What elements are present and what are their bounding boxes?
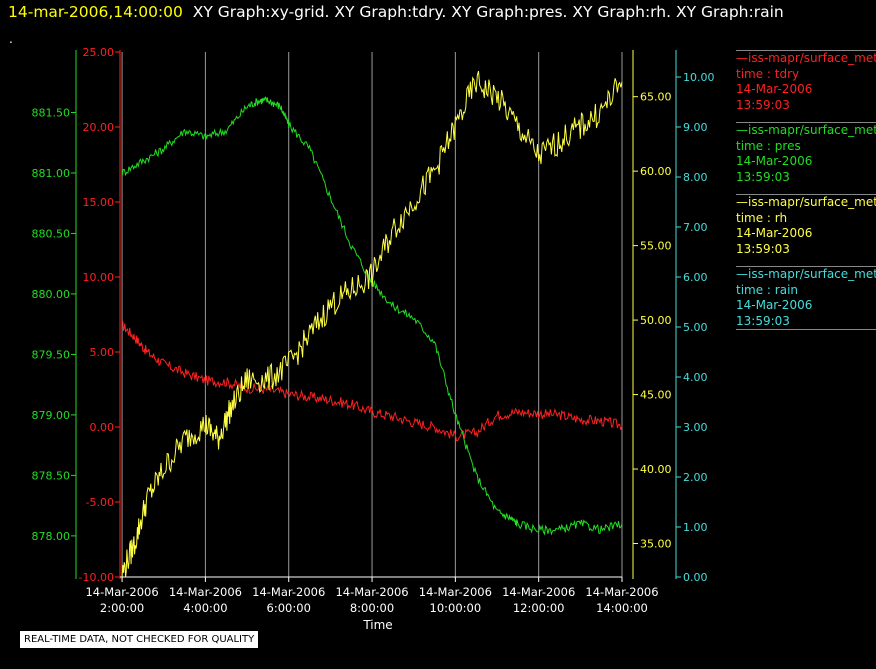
- header-timestamp: 14-mar-2006,14:00:00: [8, 3, 183, 21]
- legend-date: 14-Mar-2006: [736, 298, 813, 312]
- axes: 25.00 20.00 15.00 10.00 5.00 0.00 -5.00 -10.00 8…: [32, 46, 715, 584]
- legend-field: time : rh: [736, 210, 788, 225]
- tdry-tick-label: 5.00: [90, 346, 115, 359]
- rain-tick-label: 3.00: [683, 421, 708, 434]
- x-tick-date: 14-Mar-2006: [419, 585, 492, 599]
- x-axis-label: Time: [362, 618, 392, 632]
- x-tick-time: 4:00:00: [183, 601, 227, 615]
- pres-tick-label: 878.00: [32, 530, 71, 543]
- x-axis-ticks: 14-Mar-2006 2:00:00 14-Mar-2006 4:00:00 14-M…: [85, 576, 659, 615]
- header-bar: 14-mar-2006,14:00:00 XY Graph:xy-grid. X…: [8, 3, 784, 21]
- legend-name: —iss-mapr/surface_met: [736, 194, 876, 209]
- rh-tick-label: 40.00: [640, 463, 672, 476]
- tdry-tick-label: 25.00: [83, 46, 115, 59]
- rh-tick-label: 35.00: [640, 537, 672, 550]
- legend-name: —iss-mapr/surface_met: [736, 50, 876, 65]
- rh-tick-label: 55.00: [640, 240, 672, 253]
- rain-tick-label: 10.00: [683, 71, 715, 84]
- rh-tick-label: 65.00: [640, 91, 672, 104]
- header-graph-titles: XY Graph:xy-grid. XY Graph:tdry. XY Grap…: [192, 3, 784, 21]
- legend-tdry: —iss-mapr/surface_met time : tdry 14-Mar…: [736, 50, 876, 113]
- legend-time: 13:59:03: [736, 241, 790, 256]
- tdry-tick-label: -10.00: [79, 571, 114, 584]
- x-tick-time: 14:00:00: [596, 601, 648, 615]
- quality-disclaimer: REAL-TIME DATA, NOT CHECKED FOR QUALITY: [20, 631, 259, 648]
- x-tick-date: 14-Mar-2006: [335, 585, 408, 599]
- tdry-tick-label: -5.00: [86, 496, 114, 509]
- tdry-tick-label: 15.00: [83, 196, 115, 209]
- legend-time: 13:59:03: [736, 313, 790, 328]
- tdry-tick-label: 20.00: [83, 121, 115, 134]
- legend-field: time : pres: [736, 138, 801, 153]
- header-dot: .: [9, 32, 13, 46]
- rain-tick-label: 2.00: [683, 471, 708, 484]
- pres-tick-label: 879.50: [32, 348, 71, 361]
- legend-field: time : rain: [736, 282, 799, 297]
- x-tick-date: 14-Mar-2006: [169, 585, 242, 599]
- tdry-tick-label: 0.00: [90, 421, 115, 434]
- legend-pres: —iss-mapr/surface_met time : pres 14-Mar…: [736, 122, 876, 185]
- legend-time: 13:59:03: [736, 169, 790, 184]
- x-tick-date: 14-Mar-2006: [585, 585, 658, 599]
- legend-field: time : tdry: [736, 66, 800, 81]
- rh-tick-label: 60.00: [640, 165, 672, 178]
- x-tick-date: 14-Mar-2006: [252, 585, 325, 599]
- rh-tick-label: 45.00: [640, 389, 672, 402]
- tdry-tick-label: 10.00: [83, 271, 115, 284]
- pres-tick-label: 880.50: [32, 227, 71, 240]
- legend-date: 14-Mar-2006: [736, 82, 813, 96]
- x-tick-time: 10:00:00: [430, 601, 482, 615]
- rain-tick-label: 0.00: [683, 571, 708, 584]
- pres-tick-label: 881.50: [32, 106, 71, 119]
- pres-tick-label: 879.00: [32, 409, 71, 422]
- rain-tick-label: 6.00: [683, 271, 708, 284]
- pres-tick-label: 880.00: [32, 288, 71, 301]
- legend-rh: —iss-mapr/surface_met time : rh 14-Mar-2…: [736, 194, 876, 257]
- rain-tick-label: 7.00: [683, 221, 708, 234]
- tdry-series-line: [121, 320, 623, 442]
- rain-tick-label: 8.00: [683, 171, 708, 184]
- legend-bottom-rule: [736, 329, 876, 330]
- x-tick-date: 14-Mar-2006: [502, 585, 575, 599]
- legend-time: 13:59:03: [736, 97, 790, 112]
- x-tick-time: 12:00:00: [513, 601, 565, 615]
- legend-date: 14-Mar-2006: [736, 154, 813, 168]
- pres-tick-label: 881.00: [32, 167, 71, 180]
- rh-tick-label: 50.00: [640, 314, 672, 327]
- legend-date: 14-Mar-2006: [736, 226, 813, 240]
- x-tick-date: 14-Mar-2006: [85, 585, 158, 599]
- pres-series-line: [121, 96, 623, 536]
- legend-name: —iss-mapr/surface_met: [736, 266, 876, 281]
- rain-tick-label: 1.00: [683, 521, 708, 534]
- x-tick-time: 8:00:00: [350, 601, 394, 615]
- rh-series-line: [121, 70, 623, 578]
- legend-rain: —iss-mapr/surface_met time : rain 14-Mar…: [736, 266, 876, 330]
- rain-tick-label: 9.00: [683, 121, 708, 134]
- pres-tick-label: 878.50: [32, 469, 71, 482]
- rain-tick-label: 4.00: [683, 371, 708, 384]
- x-tick-time: 6:00:00: [267, 601, 311, 615]
- rain-tick-label: 5.00: [683, 321, 708, 334]
- vertical-grid: [121, 52, 623, 577]
- x-tick-time: 2:00:00: [100, 601, 144, 615]
- legend-name: —iss-mapr/surface_met: [736, 122, 876, 137]
